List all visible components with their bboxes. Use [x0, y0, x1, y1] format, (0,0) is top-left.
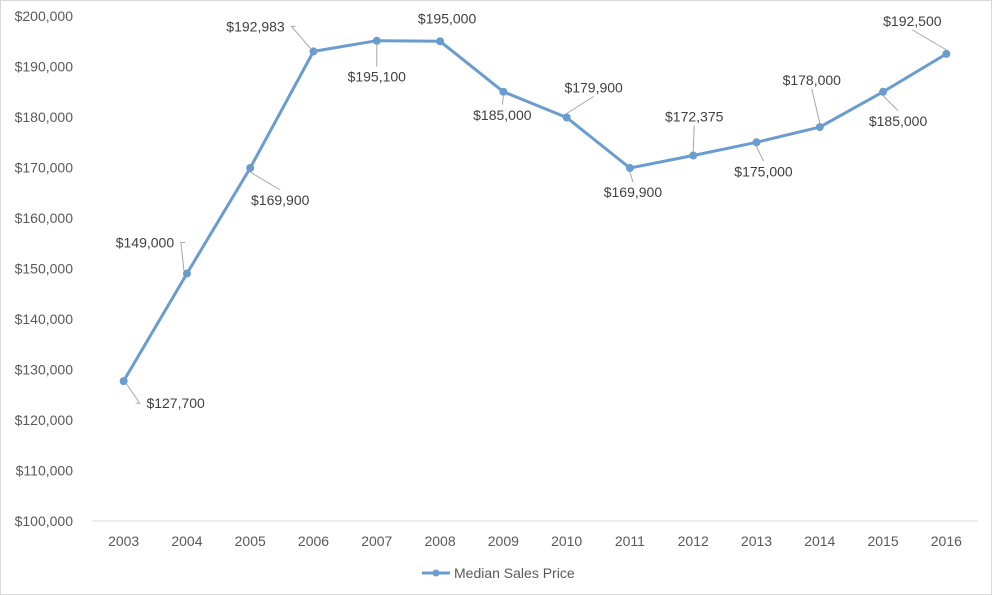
data-point	[942, 49, 951, 58]
data-label: $185,000	[869, 113, 928, 129]
data-label-leader	[126, 383, 141, 404]
data-label-leader	[629, 171, 634, 183]
data-label-leader	[811, 88, 821, 124]
data-label: $172,375	[665, 109, 724, 125]
data-point	[562, 113, 571, 122]
data-point	[879, 87, 888, 96]
x-tick-label: 2012	[678, 533, 709, 549]
y-tick-label: $200,000	[15, 8, 74, 24]
data-label: $169,900	[604, 184, 663, 200]
x-tick-label: 2003	[108, 533, 139, 549]
x-tick-label: 2006	[298, 533, 329, 549]
y-tick-label: $100,000	[15, 513, 74, 529]
x-tick-label: 2013	[741, 533, 772, 549]
data-label-leader	[692, 125, 695, 152]
data-label: $192,500	[883, 13, 942, 29]
data-point	[182, 269, 191, 278]
data-point	[309, 47, 318, 56]
data-label: $195,000	[418, 10, 477, 26]
x-tick-label: 2011	[615, 533, 645, 549]
legend-marker	[432, 569, 440, 577]
x-tick-label: 2004	[171, 533, 202, 549]
data-point	[625, 164, 634, 173]
x-tick-label: 2014	[804, 533, 835, 549]
data-point	[372, 36, 381, 45]
x-tick-label: 2005	[235, 533, 266, 549]
data-label: $179,900	[564, 80, 623, 96]
data-label: $175,000	[734, 163, 793, 179]
data-label: $192,983	[226, 18, 285, 34]
series-line-median-sales-price	[122, 39, 948, 383]
y-tick-label: $190,000	[15, 59, 74, 75]
data-point	[119, 377, 128, 386]
data-label: $169,900	[251, 192, 310, 208]
x-tick-label: 2016	[931, 533, 962, 549]
y-tick-label: $160,000	[15, 210, 74, 226]
x-tick-label: 2009	[488, 533, 519, 549]
x-tick-label: 2008	[424, 533, 455, 549]
data-label: $149,000	[116, 235, 175, 251]
data-label-leader	[180, 242, 185, 271]
data-point	[815, 123, 824, 132]
x-tick-label: 2010	[551, 533, 582, 549]
data-label: $195,100	[348, 69, 407, 85]
data-label-leader	[756, 146, 764, 162]
legend-label-median-sales-price: Median Sales Price	[454, 565, 575, 581]
y-tick-label: $110,000	[16, 463, 74, 479]
data-label-leader	[249, 171, 281, 191]
data-point	[246, 164, 255, 173]
data-label-leader	[290, 25, 311, 49]
data-label: $178,000	[783, 72, 842, 88]
data-label-leader	[912, 29, 947, 51]
y-tick-label: $140,000	[15, 311, 74, 327]
data-label-leader	[882, 95, 899, 112]
data-label-leader	[566, 96, 594, 114]
data-point	[689, 151, 698, 160]
x-tick-label: 2007	[361, 533, 392, 549]
y-tick-label: $150,000	[15, 261, 74, 277]
y-tick-label: $180,000	[15, 109, 74, 125]
data-point	[752, 138, 761, 147]
x-tick-label: 2015	[867, 533, 898, 549]
data-point	[499, 87, 508, 96]
data-label: $127,700	[146, 395, 205, 411]
y-tick-label: $170,000	[15, 160, 74, 176]
y-tick-label: $130,000	[15, 362, 74, 378]
data-label-leader	[501, 95, 504, 105]
y-tick-label: $120,000	[15, 412, 74, 428]
data-point	[436, 37, 445, 46]
data-label: $185,000	[473, 107, 532, 123]
